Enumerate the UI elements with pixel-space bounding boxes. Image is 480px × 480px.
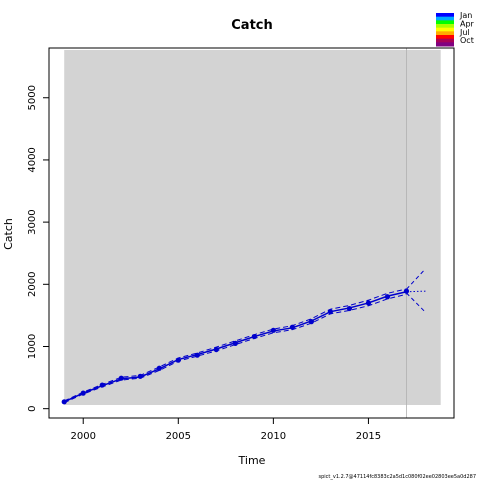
x-tick-label: 2015 — [356, 431, 381, 442]
axes: 2000 2005 2010 2015 0 1000 2000 3000 4000 5000 — [27, 47, 455, 442]
y-tick-label: 4000 — [27, 147, 38, 172]
shaded-region — [64, 50, 441, 405]
version-footer: spict_v1.2.7@47114fc8383c2a5d1c080f02ee0… — [319, 474, 477, 480]
observed-point — [137, 373, 143, 379]
legend-color-swatch — [436, 20, 454, 25]
observed-point — [308, 319, 314, 325]
observed-point — [213, 346, 219, 353]
x-tick-label: 2010 — [261, 431, 286, 442]
legend-label: Apr — [460, 19, 475, 28]
observed-point — [346, 305, 353, 312]
legend-color-swatch — [436, 42, 454, 47]
observed-point — [403, 288, 410, 294]
observed-point — [232, 340, 238, 346]
observed-point — [384, 294, 391, 300]
chart-title: Catch — [231, 18, 273, 33]
legend-color-swatch — [436, 35, 454, 40]
legend-color-swatch — [436, 31, 454, 36]
observed-point — [99, 382, 105, 388]
observed-point — [118, 375, 124, 381]
observed-point — [194, 352, 200, 358]
y-tick-label: 2000 — [27, 272, 38, 297]
observed-point — [270, 327, 276, 333]
plot-area — [61, 48, 441, 418]
x-axis-label: Time — [238, 454, 266, 467]
observed-point — [289, 324, 295, 330]
legend-label: Oct — [460, 36, 474, 45]
legend-color-swatch — [436, 16, 454, 21]
observed-point — [327, 309, 334, 315]
legend-label: Jul — [459, 28, 470, 37]
legend-color-swatch — [436, 13, 454, 18]
forecast-lower-line — [406, 292, 426, 313]
y-tick-label: 1000 — [27, 334, 38, 359]
forecast-upper-line — [406, 268, 426, 290]
legend-color-swatch — [436, 27, 454, 32]
y-axis-label: Catch — [2, 218, 15, 250]
observed-point — [156, 365, 162, 371]
observed-point — [175, 357, 181, 363]
y-tick-label: 5000 — [27, 85, 38, 110]
legend-color-swatch — [436, 24, 454, 29]
y-tick-label: 0 — [27, 405, 38, 411]
observed-point — [251, 333, 257, 340]
legend-color-swatch — [436, 38, 454, 43]
y-tick-label: 3000 — [27, 209, 38, 234]
legend-label: Jan — [459, 11, 472, 20]
observed-point — [61, 399, 67, 405]
plot-frame — [48, 47, 455, 419]
observed-point — [365, 300, 372, 306]
observed-point — [80, 390, 86, 396]
x-tick-label: 2000 — [70, 431, 95, 442]
x-tick-label: 2005 — [166, 431, 191, 442]
